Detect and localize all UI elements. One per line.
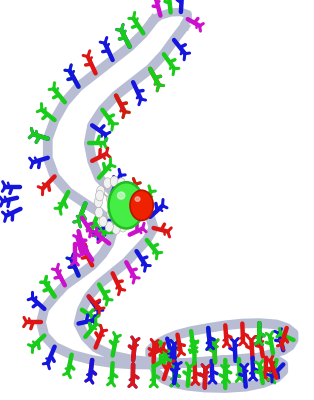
Circle shape [120,210,126,218]
Circle shape [129,198,137,209]
Circle shape [128,208,137,219]
Circle shape [113,207,119,215]
Circle shape [95,190,104,201]
Circle shape [110,176,118,187]
Circle shape [99,216,107,227]
Circle shape [112,224,120,234]
Circle shape [113,214,119,222]
Circle shape [94,197,102,208]
Circle shape [119,195,126,203]
Circle shape [113,201,119,210]
Circle shape [113,191,119,200]
Circle shape [125,216,133,227]
Circle shape [119,221,127,232]
Circle shape [95,207,103,218]
Circle shape [109,182,144,228]
Circle shape [130,190,153,220]
Circle shape [123,182,131,193]
Circle shape [117,178,125,188]
Circle shape [107,195,113,203]
Ellipse shape [135,197,140,201]
Circle shape [97,186,105,196]
Circle shape [105,221,113,232]
Circle shape [103,178,111,188]
Circle shape [107,210,113,218]
Circle shape [127,189,136,200]
Ellipse shape [117,192,125,199]
